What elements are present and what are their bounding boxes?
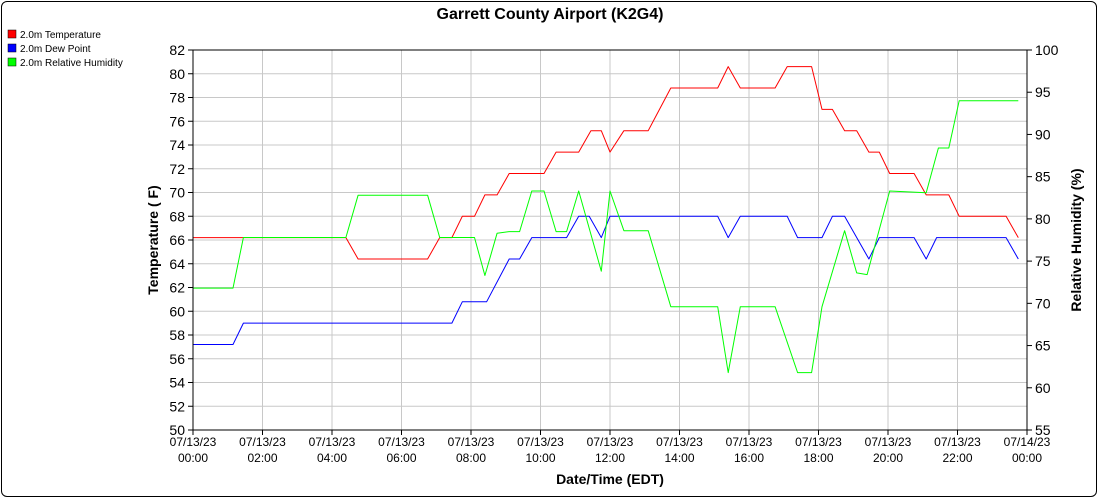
y-tick-label: 56	[169, 351, 185, 367]
chart-title: Garrett County Airport (K2G4)	[437, 6, 664, 23]
x-tick-date: 07/13/23	[865, 435, 912, 449]
x-tick-time: 16:00	[734, 451, 764, 465]
legend: 2.0m Temperature 2.0m Dew Point 2.0m Rel…	[7, 29, 123, 69]
x-tick-date: 07/13/23	[517, 435, 564, 449]
y-tick-label: 64	[169, 256, 185, 272]
x-tick-date: 07/13/23	[448, 435, 495, 449]
x-tick-time: 12:00	[595, 451, 625, 465]
legend-label-dew-point: 2.0m Dew Point	[20, 44, 91, 55]
legend-swatch-dew-point	[7, 43, 17, 53]
y2-tick-label: 65	[1035, 338, 1051, 354]
y2-tick-label: 90	[1035, 126, 1051, 142]
x-tick-date: 07/14/23	[1004, 435, 1051, 449]
x-axis-label: Date/Time (EDT)	[556, 471, 664, 487]
x-tick-time: 04:00	[317, 451, 347, 465]
y-tick-label: 52	[169, 398, 185, 414]
legend-item-relative-humidity: 2.0m Relative Humidity	[7, 57, 123, 69]
y-tick-label: 60	[169, 303, 185, 319]
y-tick-label: 62	[169, 280, 185, 296]
y2-tick-label: 60	[1035, 380, 1051, 396]
x-axis-ticks: 07/13/23 00:00 07/13/23 02:00 07/13/23 04:00 0…	[170, 430, 1051, 465]
x-tick-date: 07/13/23	[934, 435, 981, 449]
x-tick-time: 20:00	[873, 451, 903, 465]
y-tick-label: 80	[169, 66, 185, 82]
y2-tick-label: 55	[1035, 422, 1051, 438]
y-tick-label: 74	[169, 137, 185, 153]
legend-item-dew-point: 2.0m Dew Point	[7, 43, 91, 55]
y-axis-label: Temperature ( F)	[145, 185, 161, 294]
y2-tick-label: 85	[1035, 169, 1051, 185]
x-tick-date: 07/13/23	[726, 435, 773, 449]
x-tick-time: 00:00	[178, 451, 208, 465]
x-tick-date: 07/13/23	[378, 435, 425, 449]
legend-label-temperature: 2.0m Temperature	[20, 30, 101, 41]
x-tick-date: 07/13/23	[170, 435, 217, 449]
y2-tick-label: 80	[1035, 211, 1051, 227]
y2-tick-label: 95	[1035, 84, 1051, 100]
y-tick-label: 82	[169, 42, 185, 58]
y2-tick-label: 75	[1035, 253, 1051, 269]
legend-swatch-relative-humidity	[7, 57, 17, 67]
left-axis-ticks: 50 52 54 56 58 60 62 64 66 68 70 72 74 76 78 80 82	[169, 42, 193, 438]
relative-humidity-line	[193, 100, 1019, 374]
x-tick-time: 08:00	[456, 451, 486, 465]
y-tick-label: 76	[169, 113, 185, 129]
x-tick-date: 07/13/23	[795, 435, 842, 449]
y-tick-label: 54	[169, 375, 185, 391]
y2-tick-label: 100	[1035, 42, 1059, 58]
dew-point-line	[193, 215, 1019, 345]
y-tick-label: 70	[169, 185, 185, 201]
y2-tick-label: 70	[1035, 295, 1051, 311]
y-tick-label: 66	[169, 232, 185, 248]
x-tick-time: 10:00	[525, 451, 555, 465]
x-tick-time: 00:00	[1012, 451, 1042, 465]
legend-swatch-temperature	[7, 29, 17, 39]
x-tick-date: 07/13/23	[309, 435, 356, 449]
x-tick-date: 07/13/23	[239, 435, 286, 449]
y-tick-label: 58	[169, 327, 185, 343]
series-lines	[193, 66, 1019, 374]
x-tick-time: 18:00	[803, 451, 833, 465]
y2-axis-label: Relative Humidity (%)	[1068, 168, 1084, 311]
right-axis-ticks: 55 60 65 70 75 80 85 90 95 100	[1027, 42, 1059, 438]
x-tick-time: 22:00	[942, 451, 972, 465]
y-tick-label: 72	[169, 161, 185, 177]
x-tick-time: 02:00	[247, 451, 277, 465]
y-tick-label: 50	[169, 422, 185, 438]
x-tick-time: 06:00	[386, 451, 416, 465]
legend-item-temperature: 2.0m Temperature	[7, 29, 101, 41]
x-tick-date: 07/13/23	[587, 435, 634, 449]
x-tick-date: 07/13/23	[656, 435, 703, 449]
legend-label-relative-humidity: 2.0m Relative Humidity	[20, 58, 123, 69]
x-tick-time: 14:00	[664, 451, 694, 465]
y-tick-label: 78	[169, 90, 185, 106]
y-tick-label: 68	[169, 208, 185, 224]
